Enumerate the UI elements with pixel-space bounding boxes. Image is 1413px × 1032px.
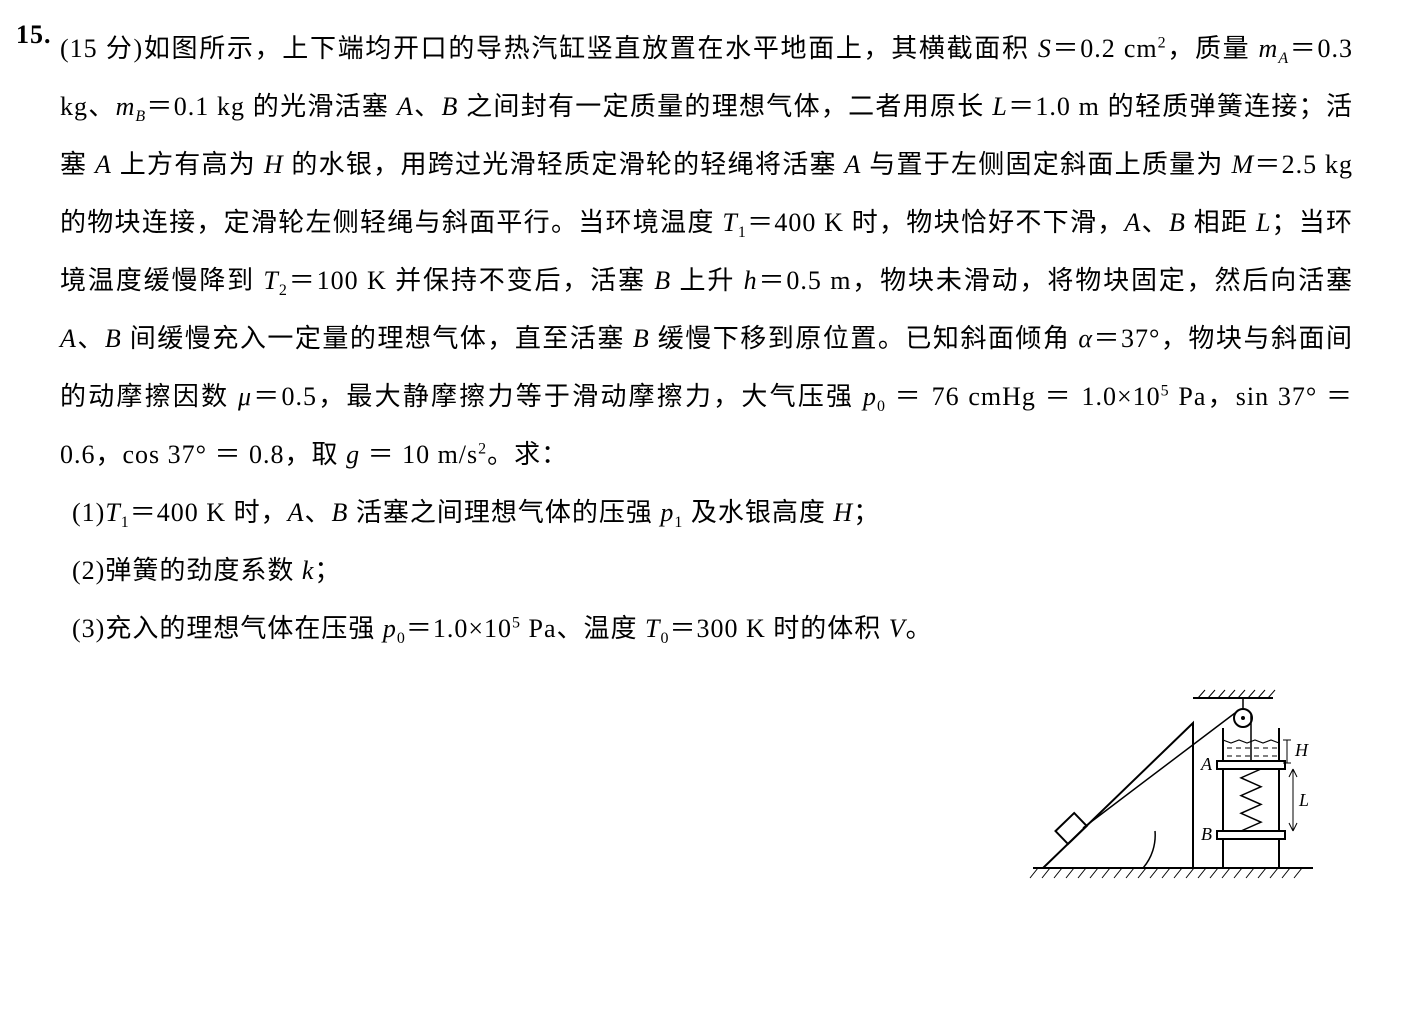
question-1: (1)T1＝400 K 时，A、B 活塞之间理想气体的压强 p1 及水银高度 H… bbox=[72, 484, 1353, 542]
svg-text:B: B bbox=[1201, 824, 1212, 844]
svg-text:A: A bbox=[1200, 754, 1213, 774]
question-3: (3)充入的理想气体在压强 p0＝1.0×105 Pa、温度 T0＝300 K … bbox=[72, 600, 1353, 658]
problem-15: 15. (15 分)如图所示，上下端均开口的导热汽缸竖直放置在水平地面上，其横截… bbox=[60, 20, 1353, 893]
problem-body: (15 分)如图所示，上下端均开口的导热汽缸竖直放置在水平地面上，其横截面积 S… bbox=[60, 20, 1353, 484]
page: 15. (15 分)如图所示，上下端均开口的导热汽缸竖直放置在水平地面上，其横截… bbox=[0, 0, 1413, 893]
svg-text:L: L bbox=[1298, 790, 1309, 810]
figure-container: H L A B bbox=[60, 668, 1353, 893]
question-2: (2)弹簧的劲度系数 k； bbox=[72, 542, 1353, 600]
score-tag: (15 分) bbox=[60, 34, 143, 63]
problem-number: 15. bbox=[16, 20, 52, 50]
problem-main-text: 如图所示，上下端均开口的导热汽缸竖直放置在水平地面上，其横截面积 S＝0.2 c… bbox=[60, 34, 1353, 469]
svg-text:H: H bbox=[1294, 740, 1309, 760]
physics-diagram: H L A B bbox=[1023, 668, 1323, 888]
